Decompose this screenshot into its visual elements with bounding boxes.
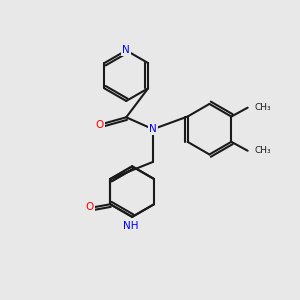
Text: CH₃: CH₃ — [254, 146, 271, 155]
Text: CH₃: CH₃ — [254, 103, 271, 112]
Text: N: N — [122, 45, 130, 56]
Text: NH: NH — [123, 221, 138, 231]
Text: O: O — [95, 120, 104, 130]
Text: O: O — [85, 202, 94, 212]
Text: N: N — [149, 124, 157, 134]
